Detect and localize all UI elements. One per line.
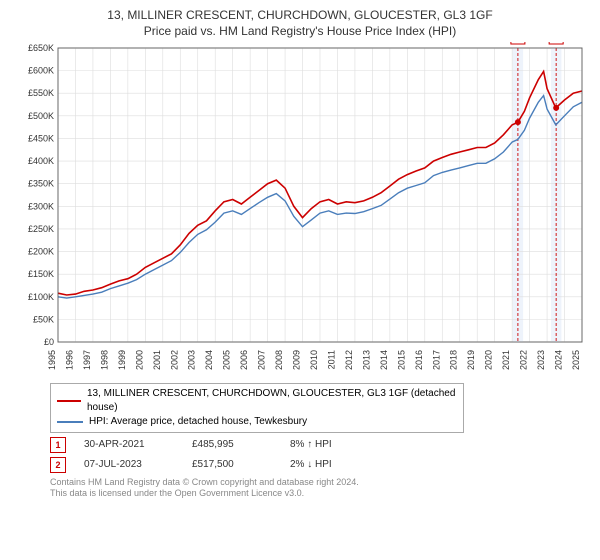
svg-text:£150K: £150K — [28, 269, 54, 279]
sale-row: 2 07-JUL-2023 £517,500 2% ↓ HPI — [50, 457, 590, 473]
svg-text:2001: 2001 — [152, 350, 162, 370]
sale-date: 30-APR-2021 — [84, 439, 174, 450]
svg-text:2011: 2011 — [326, 350, 336, 369]
line-chart: £0 £50K £100K £150K £200K £250K £300K £350K £400… — [10, 42, 590, 377]
svg-text:2024: 2024 — [554, 350, 564, 370]
svg-text:1999: 1999 — [117, 350, 127, 370]
svg-text:£200K: £200K — [28, 246, 54, 256]
sale-marker-icon: 2 — [50, 457, 66, 473]
legend-label: 13, MILLINER CRESCENT, CHURCHDOWN, GLOUC… — [87, 387, 457, 415]
svg-text:£600K: £600K — [28, 65, 54, 75]
legend-label: HPI: Average price, detached house, Tewk… — [89, 415, 307, 429]
sale-date: 07-JUL-2023 — [84, 459, 174, 470]
svg-text:2006: 2006 — [239, 350, 249, 370]
legend: 13, MILLINER CRESCENT, CHURCHDOWN, GLOUC… — [50, 383, 464, 433]
chart-title-line2: Price paid vs. HM Land Registry's House … — [10, 24, 590, 38]
sale-price: £517,500 — [192, 459, 272, 470]
legend-swatch — [57, 400, 81, 402]
svg-text:2013: 2013 — [361, 350, 371, 370]
svg-text:2015: 2015 — [396, 350, 406, 370]
svg-text:£350K: £350K — [28, 178, 54, 188]
svg-text:£50K: £50K — [33, 314, 54, 324]
svg-text:2003: 2003 — [187, 350, 197, 370]
svg-text:£400K: £400K — [28, 156, 54, 166]
svg-text:£100K: £100K — [28, 291, 54, 301]
svg-text:£0: £0 — [44, 337, 54, 347]
svg-text:£650K: £650K — [28, 43, 54, 53]
svg-text:2017: 2017 — [431, 350, 441, 370]
svg-text:2021: 2021 — [501, 350, 511, 370]
footer-line1: Contains HM Land Registry data © Crown c… — [50, 477, 590, 488]
svg-text:2025: 2025 — [571, 350, 581, 370]
legend-item: 13, MILLINER CRESCENT, CHURCHDOWN, GLOUC… — [57, 387, 457, 415]
svg-text:1998: 1998 — [99, 350, 109, 370]
sale-delta: 8% ↑ HPI — [290, 439, 332, 450]
sale-row: 1 30-APR-2021 £485,995 8% ↑ HPI — [50, 437, 590, 453]
chart-container: 13, MILLINER CRESCENT, CHURCHDOWN, GLOUC… — [0, 0, 600, 560]
svg-text:£500K: £500K — [28, 110, 54, 120]
legend-swatch — [57, 421, 83, 423]
footer-attribution: Contains HM Land Registry data © Crown c… — [50, 477, 590, 500]
svg-text:2002: 2002 — [169, 350, 179, 370]
svg-text:£450K: £450K — [28, 133, 54, 143]
sale-delta: 2% ↓ HPI — [290, 459, 332, 470]
chart-svg: £0 £50K £100K £150K £200K £250K £300K £350K £400… — [10, 42, 590, 372]
svg-text:1995: 1995 — [47, 350, 57, 370]
footer-line2: This data is licensed under the Open Gov… — [50, 488, 590, 499]
svg-text:2009: 2009 — [292, 350, 302, 370]
sales-table: 1 30-APR-2021 £485,995 8% ↑ HPI 2 07-JUL-2023… — [50, 437, 590, 473]
svg-text:2010: 2010 — [309, 350, 319, 370]
svg-text:2014: 2014 — [379, 350, 389, 370]
svg-text:£550K: £550K — [28, 88, 54, 98]
svg-text:£250K: £250K — [28, 224, 54, 234]
svg-text:2016: 2016 — [414, 350, 424, 370]
svg-text:1996: 1996 — [64, 350, 74, 370]
svg-text:2012: 2012 — [344, 350, 354, 370]
svg-text:2000: 2000 — [134, 350, 144, 370]
svg-text:2: 2 — [554, 42, 559, 43]
svg-text:2018: 2018 — [449, 350, 459, 370]
legend-item: HPI: Average price, detached house, Tewk… — [57, 415, 457, 429]
svg-text:2004: 2004 — [204, 350, 214, 370]
svg-text:£300K: £300K — [28, 201, 54, 211]
svg-text:2022: 2022 — [519, 350, 529, 370]
svg-text:2023: 2023 — [536, 350, 546, 370]
svg-text:1: 1 — [515, 42, 520, 43]
sale-marker-icon: 1 — [50, 437, 66, 453]
svg-text:2020: 2020 — [484, 350, 494, 370]
svg-text:2005: 2005 — [222, 350, 232, 370]
sale-price: £485,995 — [192, 439, 272, 450]
svg-text:2019: 2019 — [466, 350, 476, 370]
svg-text:2008: 2008 — [274, 350, 284, 370]
svg-text:1997: 1997 — [82, 350, 92, 370]
svg-text:2007: 2007 — [257, 350, 267, 370]
chart-title-line1: 13, MILLINER CRESCENT, CHURCHDOWN, GLOUC… — [10, 8, 590, 24]
